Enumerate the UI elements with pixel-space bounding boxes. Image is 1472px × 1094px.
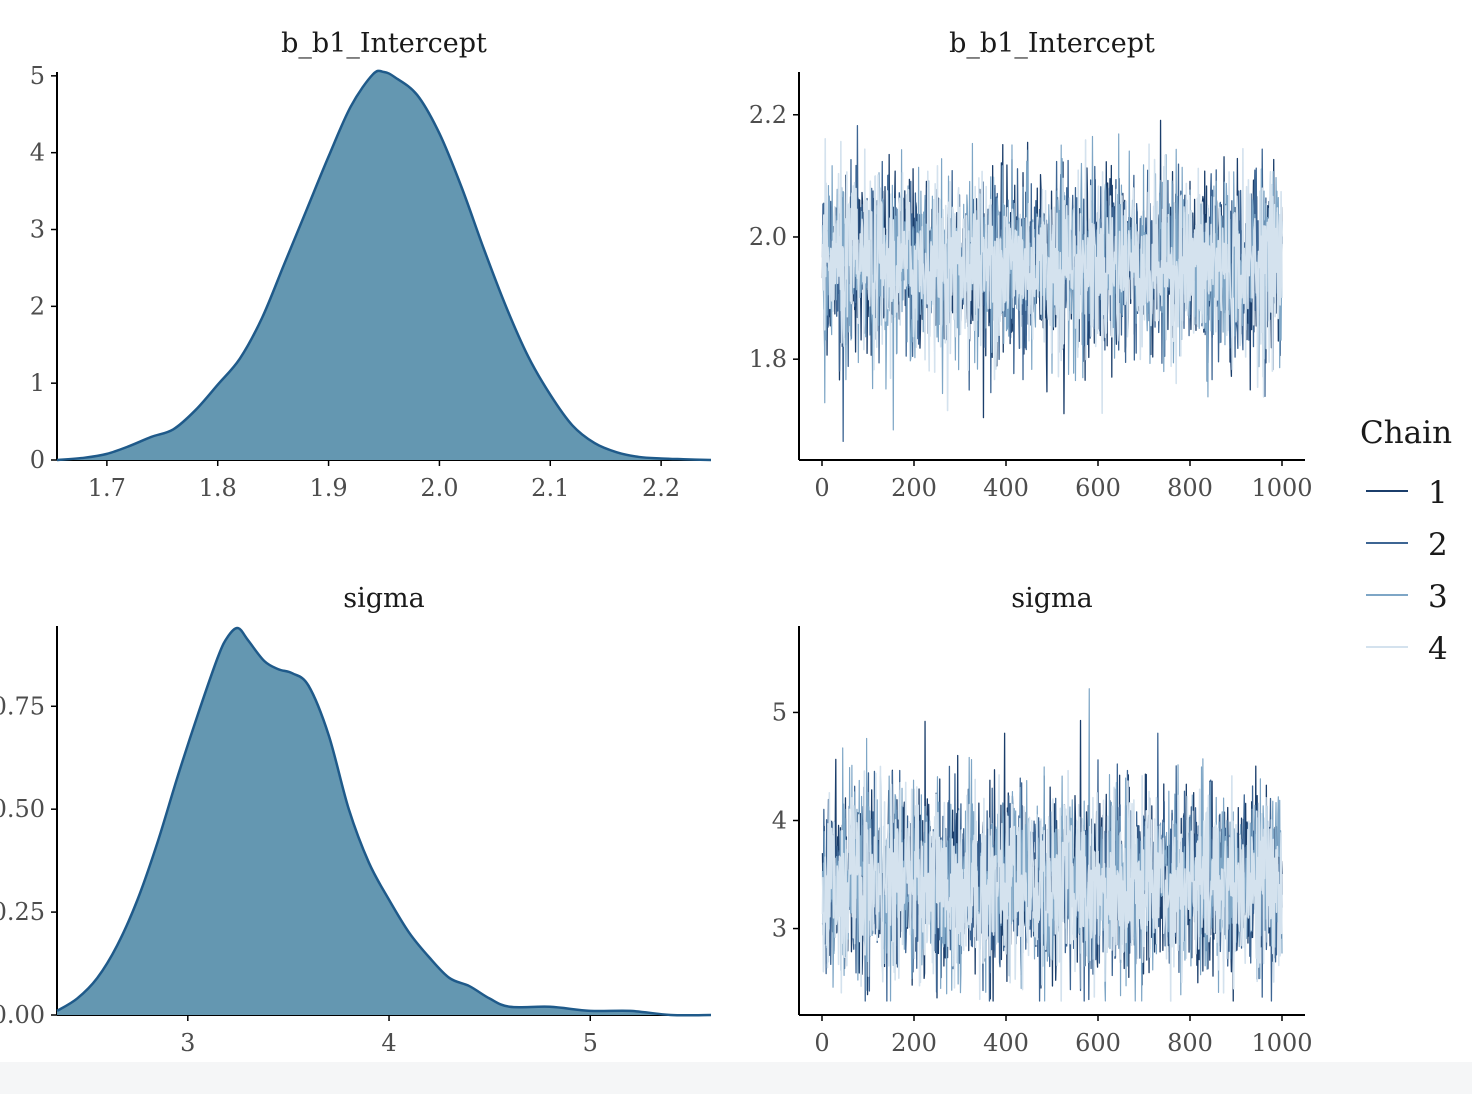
legend-label: 2 xyxy=(1428,527,1448,563)
x-tick-label: 400 xyxy=(983,1029,1029,1057)
x-tick-label: 2.1 xyxy=(531,474,569,502)
x-tick-label: 600 xyxy=(1075,1029,1121,1057)
density-area xyxy=(57,627,711,1016)
x-tick-label: 5 xyxy=(583,1029,598,1057)
x-tick-label: 1.8 xyxy=(199,474,237,502)
legend-label: 1 xyxy=(1428,475,1448,511)
y-tick-label: 2 xyxy=(30,292,45,320)
x-tick-label: 1000 xyxy=(1251,474,1312,502)
y-tick-label: 2.0 xyxy=(749,223,787,251)
x-tick-label: 3 xyxy=(180,1029,195,1057)
y-tick-label: 0.00 xyxy=(0,1001,45,1029)
panel-title: b_b1_Intercept xyxy=(949,28,1155,59)
x-tick-label: 2.2 xyxy=(642,474,680,502)
y-tick-label: 1.8 xyxy=(749,345,787,373)
legend-title: Chain xyxy=(1360,415,1452,451)
trace-chain-4 xyxy=(821,137,1283,415)
panel-title: b_b1_Intercept xyxy=(281,28,487,59)
x-tick-label: 600 xyxy=(1075,474,1121,502)
axes: 1.7 1.8 1.9 2.0 2.1 2.2 0 1 2 3 4 5 xyxy=(30,62,711,502)
y-tick-label: 0.25 xyxy=(0,898,45,926)
x-tick-label: 2.0 xyxy=(420,474,458,502)
bottom-strip xyxy=(0,1062,1472,1094)
x-tick-label: 800 xyxy=(1167,474,1213,502)
y-tick-label: 0 xyxy=(30,446,45,474)
x-tick-label: 0 xyxy=(814,474,829,502)
legend-label: 3 xyxy=(1428,579,1448,615)
panel-title: sigma xyxy=(1011,583,1092,614)
x-tick-label: 4 xyxy=(381,1029,396,1057)
density-area xyxy=(57,70,711,460)
x-tick-label: 200 xyxy=(891,474,937,502)
trace-panel-sigma: sigma 0 200 400 600 800 1000 3 4 5 xyxy=(772,583,1313,1057)
legend-item: 2 xyxy=(1366,527,1448,563)
axes: 3 4 5 0.00 0.25 0.50 0.75 xyxy=(0,626,711,1057)
density-line xyxy=(56,626,712,1017)
legend-label: 4 xyxy=(1428,631,1448,667)
y-tick-label: 4 xyxy=(30,139,45,167)
trace-panel-intercept: b_b1_Intercept 0 200 400 600 800 1000 1.8 2.0 2.… xyxy=(749,28,1313,502)
x-tick-label: 1.9 xyxy=(309,474,347,502)
y-tick-label: 3 xyxy=(30,216,45,244)
x-tick-label: 0 xyxy=(814,1029,829,1057)
density-panel-sigma: sigma 3 4 5 0.00 0.25 0.50 0.75 xyxy=(0,583,712,1057)
density-line xyxy=(56,69,712,462)
axes: 0 200 400 600 800 1000 1.8 2.0 2.2 xyxy=(749,72,1313,502)
y-tick-label: 5 xyxy=(772,698,787,726)
panel-title: sigma xyxy=(343,583,424,614)
legend: Chain 1 2 3 4 xyxy=(1360,415,1452,667)
y-tick-label: 5 xyxy=(30,62,45,90)
axes: 0 200 400 600 800 1000 3 4 5 xyxy=(772,626,1313,1057)
y-tick-label: 0.75 xyxy=(0,692,45,720)
y-tick-label: 4 xyxy=(772,807,787,835)
legend-item: 3 xyxy=(1366,579,1448,615)
x-tick-label: 800 xyxy=(1167,1029,1213,1057)
y-tick-label: 3 xyxy=(772,915,787,943)
density-panel-intercept: b_b1_Intercept 1.7 1.8 1.9 2.0 2.1 2.2 0 1 2 3 4 5 xyxy=(30,28,712,502)
y-tick-label: 1 xyxy=(30,369,45,397)
y-tick-label: 0.50 xyxy=(0,795,45,823)
trace-chain-4 xyxy=(821,765,1283,1002)
x-tick-label: 400 xyxy=(983,474,1029,502)
legend-item: 1 xyxy=(1366,475,1448,511)
legend-item: 4 xyxy=(1366,631,1448,667)
x-tick-label: 200 xyxy=(891,1029,937,1057)
x-tick-label: 1.7 xyxy=(88,474,126,502)
y-tick-label: 2.2 xyxy=(749,101,787,129)
x-tick-label: 1000 xyxy=(1251,1029,1312,1057)
